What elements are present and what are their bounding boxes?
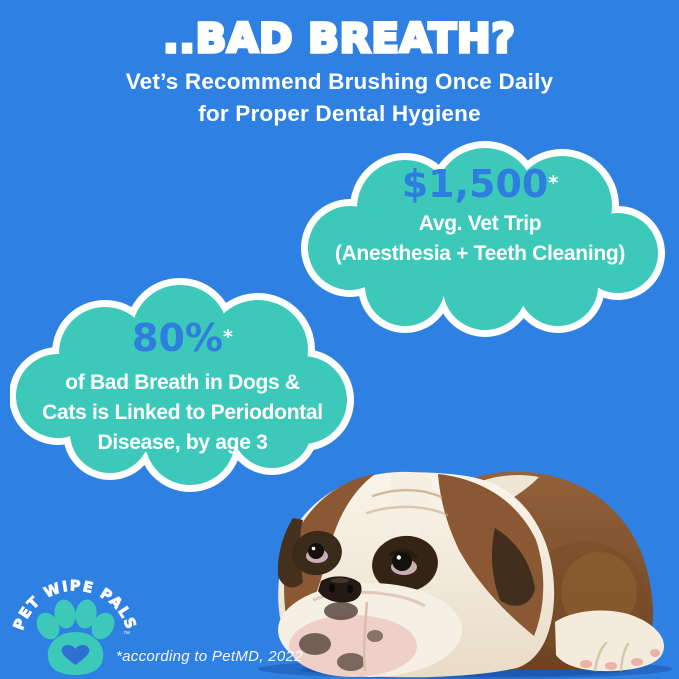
brand-logo-graphic: PET WIPE PALS ™ <box>11 578 139 675</box>
heart-icon <box>61 645 90 665</box>
trademark-symbol: ™ <box>123 631 130 638</box>
vet-cost-value: $1,500* <box>290 162 670 206</box>
cloud-shape-icon <box>301 141 665 337</box>
vet-cost-line-2: (Anesthesia + Teeth Cleaning) <box>334 242 626 265</box>
vet-cost-amount: $1,500 <box>401 162 549 206</box>
bulldog-image <box>258 471 672 679</box>
paw-heart-icon <box>36 599 115 675</box>
cloud-vet-cost: $1,500* Avg. Vet Trip (Anesthesia + Teet… <box>290 138 670 343</box>
statistic-line-1: of Bad Breath in Dogs & <box>65 371 300 394</box>
cloud-shape-icon <box>10 278 354 492</box>
cloud-vet-cost-content: $1,500* Avg. Vet Trip (Anesthesia + Teet… <box>290 162 670 269</box>
statistic-line-3: Disease, by age 3 <box>97 431 268 454</box>
cloud-statistic: 80%* of Bad Breath in Dogs & Cats is Lin… <box>10 278 355 508</box>
brand-logo: PET WIPE PALS ™ <box>10 562 140 679</box>
subtitle-line-1: Vet’s Recommend Brushing Once Daily <box>125 69 554 94</box>
subtitle-line-2: for Proper Dental Hygiene <box>198 101 481 126</box>
svg-text:PET WIPE PALS: PET WIPE PALS <box>11 578 139 632</box>
statistic-footnote-marker: * <box>223 326 233 348</box>
cloud-statistic-content: 80%* of Bad Breath in Dogs & Cats is Lin… <box>10 316 355 458</box>
vet-cost-footnote-marker: * <box>548 172 559 194</box>
statistic-value: 80%* <box>10 316 355 360</box>
brand-name: PET WIPE PALS <box>11 578 138 633</box>
statistic-line-2: Cats is Linked to Periodontal <box>42 401 323 424</box>
source-footnote: *according to PetMD, 2022 <box>116 648 303 665</box>
page-title: ..BAD BREATH? <box>162 14 517 64</box>
header: ..BAD BREATH? Vet’s Recommend Brushing O… <box>0 14 679 128</box>
statistic-percent: 80% <box>132 316 224 360</box>
vet-cost-line-1: Avg. Vet Trip <box>418 212 542 235</box>
